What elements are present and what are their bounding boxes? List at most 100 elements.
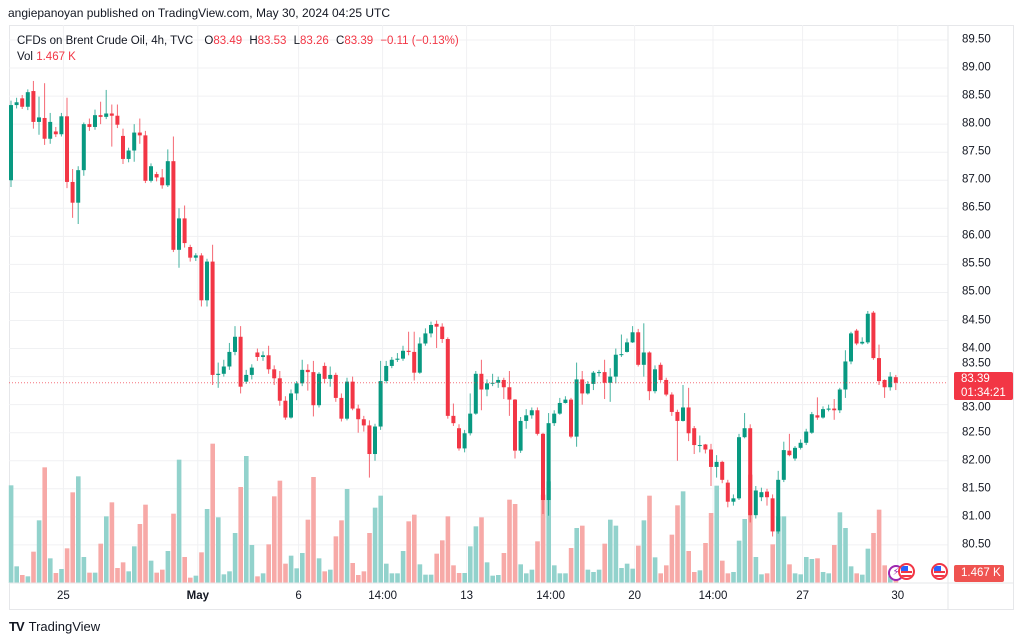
candle bbox=[9, 100, 13, 187]
candle bbox=[725, 479, 730, 508]
candle-body bbox=[641, 352, 646, 365]
volume-bar bbox=[871, 533, 876, 583]
open-value: 83.49 bbox=[213, 35, 243, 47]
volume-bar bbox=[876, 509, 882, 583]
candle bbox=[31, 80, 36, 129]
volume-bar bbox=[731, 572, 736, 583]
candle-body bbox=[233, 336, 237, 352]
candle-body bbox=[177, 218, 181, 250]
candle-body bbox=[294, 383, 299, 394]
volume-bar bbox=[484, 562, 490, 583]
volume-bar bbox=[798, 574, 803, 583]
candle-body bbox=[132, 132, 137, 151]
candle bbox=[294, 381, 299, 401]
candle-body bbox=[14, 102, 19, 106]
candle bbox=[496, 376, 501, 388]
candle-body bbox=[882, 379, 887, 388]
candle bbox=[59, 112, 64, 137]
candle bbox=[882, 379, 887, 398]
volume-bar bbox=[210, 443, 215, 583]
candle-body bbox=[440, 326, 445, 340]
candle-body bbox=[580, 379, 585, 394]
candle-body bbox=[731, 498, 736, 502]
time-tick-label: 14:00 bbox=[536, 590, 565, 602]
candle-body bbox=[697, 445, 702, 447]
candle-body bbox=[81, 124, 86, 171]
candle bbox=[804, 428, 809, 446]
volume-bar bbox=[305, 519, 311, 583]
candle bbox=[731, 494, 736, 506]
volume-bar bbox=[540, 494, 546, 583]
volume-bar bbox=[277, 480, 283, 583]
candle bbox=[378, 360, 383, 430]
candle-body bbox=[748, 428, 753, 516]
price-tick-label: 87.00 bbox=[962, 173, 991, 186]
candle bbox=[821, 406, 825, 419]
candle-body bbox=[681, 407, 685, 421]
candle-body bbox=[160, 177, 165, 186]
candle bbox=[748, 424, 753, 523]
volume-bar bbox=[350, 563, 355, 583]
volume-bar bbox=[328, 569, 333, 583]
volume-label: Vol bbox=[17, 51, 33, 63]
candle bbox=[580, 370, 585, 405]
candle-body bbox=[518, 420, 523, 451]
volume-bar bbox=[759, 574, 764, 583]
candle bbox=[524, 409, 529, 429]
volume-bar bbox=[423, 574, 428, 583]
candle bbox=[468, 393, 473, 436]
volume-value: 1.467 K bbox=[36, 51, 76, 63]
volume-bar bbox=[804, 557, 809, 583]
volume-bar bbox=[395, 573, 400, 583]
volume-bar bbox=[199, 552, 204, 583]
candle-body bbox=[429, 324, 433, 334]
candle bbox=[737, 433, 741, 501]
candle bbox=[888, 372, 893, 391]
volume-bar bbox=[468, 546, 473, 583]
candle bbox=[283, 396, 288, 420]
us-flag-event-icon[interactable] bbox=[931, 563, 948, 580]
volume-bar bbox=[428, 574, 434, 583]
candle-body bbox=[832, 408, 837, 411]
us-flag-event-icon[interactable] bbox=[898, 563, 915, 580]
volume-bar bbox=[14, 566, 19, 583]
time-tick-label: May bbox=[186, 590, 209, 602]
candle bbox=[770, 494, 775, 537]
candle-body bbox=[653, 369, 657, 392]
candle bbox=[401, 345, 405, 361]
volume-bar bbox=[708, 513, 714, 583]
volume-bars bbox=[8, 443, 899, 583]
symbol-name[interactable]: CFDs on Brent Crude Oil, 4h, TVC bbox=[17, 35, 194, 47]
candle-body bbox=[249, 367, 254, 375]
volume-bar bbox=[675, 505, 680, 583]
price-tick-label: 86.50 bbox=[962, 201, 991, 214]
volume-bar bbox=[574, 528, 579, 583]
price-tick-label: 87.50 bbox=[962, 145, 991, 158]
candle bbox=[429, 321, 433, 338]
candle-body bbox=[496, 379, 501, 383]
candle bbox=[272, 365, 277, 386]
volume-bar bbox=[221, 574, 227, 583]
candle bbox=[266, 345, 271, 374]
candle-body bbox=[535, 410, 540, 434]
volume-bar bbox=[148, 560, 154, 583]
volume-bar bbox=[596, 569, 602, 583]
tradingview-footer[interactable]: TV TradingView bbox=[9, 619, 100, 634]
candle-body bbox=[244, 374, 249, 382]
volume-bar bbox=[518, 564, 523, 583]
price-tick-label: 83.00 bbox=[962, 401, 991, 414]
volume-bar bbox=[266, 544, 271, 583]
volume-bar bbox=[580, 525, 585, 583]
volume-bar bbox=[182, 557, 187, 583]
volume-bar bbox=[244, 456, 249, 583]
candle-body bbox=[126, 150, 131, 159]
candle bbox=[143, 130, 148, 184]
volume-bar bbox=[720, 560, 725, 583]
candle-body bbox=[569, 399, 573, 437]
candle bbox=[585, 381, 590, 395]
candle-body bbox=[238, 336, 243, 387]
high-value: 83.53 bbox=[257, 35, 287, 47]
candle bbox=[826, 404, 831, 412]
candle bbox=[356, 404, 361, 433]
